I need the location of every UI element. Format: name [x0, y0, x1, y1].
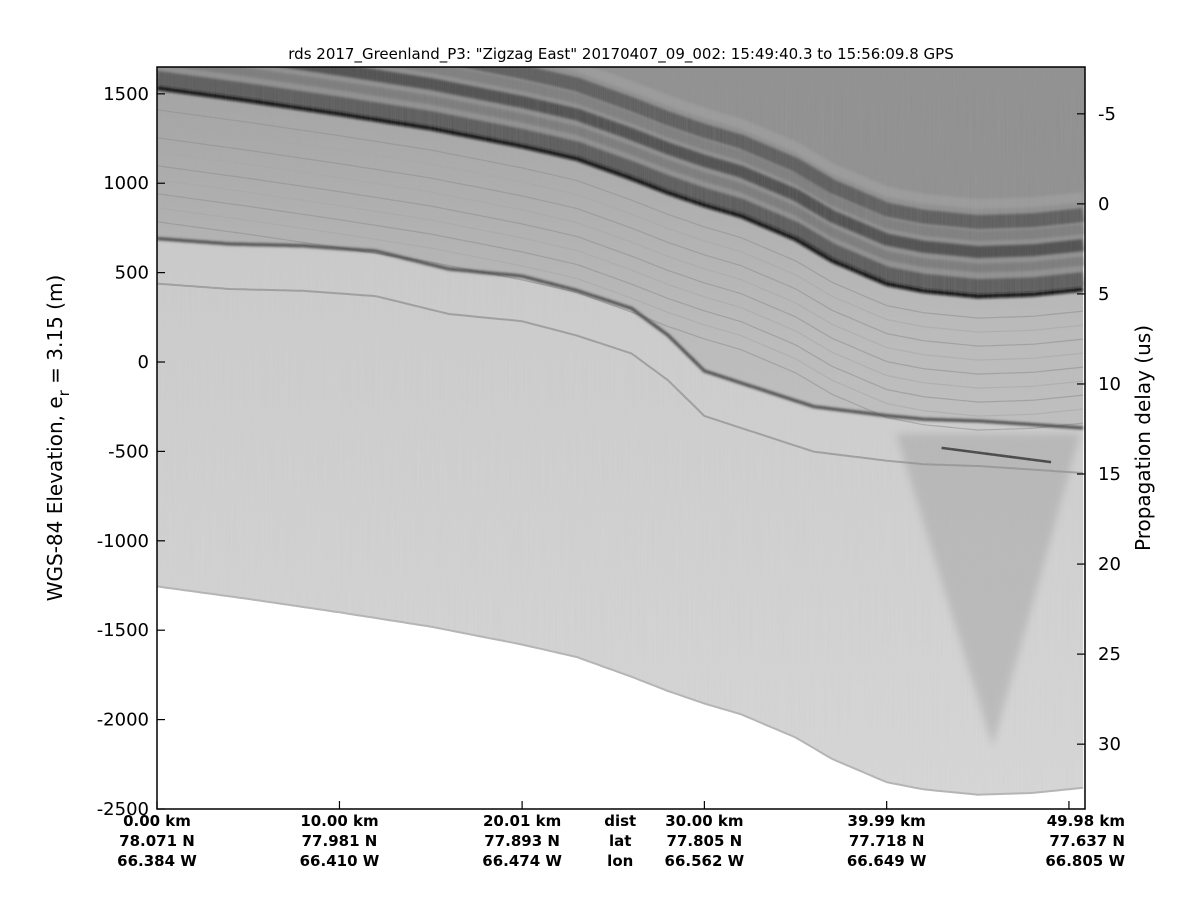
left-tick-label-0: 1500: [103, 84, 149, 105]
x-lat-label-2: 77.893 N: [484, 832, 560, 850]
plot-frame: [156, 66, 1086, 810]
data-end-edge: [157, 585, 1084, 796]
x-lon-label-1: 66.410 W: [300, 852, 380, 870]
x-row-label-lat: lat: [609, 832, 631, 850]
left-tick-label-2: 500: [115, 263, 149, 284]
left-tick-label-1: 1000: [103, 173, 149, 194]
x-lon-label-4: 66.649 W: [847, 852, 927, 870]
x-dist-label-5: 49.98 km: [1047, 812, 1125, 830]
x-row-label-dist: dist: [604, 812, 636, 830]
x-lat-label-1: 77.981 N: [302, 832, 378, 850]
left-axis-title-suffix: = 3.15 (m): [43, 275, 67, 390]
right-tick-label-7: 30: [1098, 734, 1121, 755]
x-lon-label-0: 66.384 W: [117, 852, 197, 870]
left-axis-title: WGS-84 Elevation, er = 3.15 (m): [43, 275, 73, 602]
left-tick-label-4: -500: [108, 441, 149, 462]
x-lat-label-3: 77.805 N: [667, 832, 743, 850]
right-axis-title: Propagation delay (us): [1131, 325, 1155, 551]
chart-title: rds 2017_Greenland_P3: "Zigzag East" 201…: [288, 45, 953, 64]
right-tick-label-4: 15: [1098, 464, 1121, 485]
x-lon-label-5: 66.805 W: [1045, 852, 1125, 870]
left-tick-label-3: 0: [138, 352, 149, 373]
right-tick-label-6: 25: [1098, 644, 1121, 665]
bottom-axis: 0.00 km 78.071 N 66.384 W 10.00 km 77.981 N 6…: [117, 801, 1125, 870]
right-tick-label-2: 5: [1098, 284, 1109, 305]
echogram-image: [157, 67, 1085, 809]
x-dist-label-2: 20.01 km: [483, 812, 561, 830]
right-tick-label-5: 20: [1098, 554, 1121, 575]
left-axis-title-main: WGS-84 Elevation, e: [43, 396, 67, 601]
x-dist-label-3: 30.00 km: [665, 812, 743, 830]
x-lon-label-3: 66.562 W: [665, 852, 745, 870]
x-row-label-lon: lon: [607, 852, 633, 870]
left-tick-label-7: -2000: [97, 710, 149, 731]
left-tick-label-6: -1500: [97, 620, 149, 641]
right-tick-label-0: -5: [1098, 104, 1116, 125]
left-tick-label-8: -2500: [97, 799, 149, 820]
x-dist-label-4: 39.99 km: [848, 812, 926, 830]
x-dist-label-0: 0.00 km: [123, 812, 191, 830]
no-data-region: [157, 586, 1085, 809]
right-axis: -5 0 5 10 15 20 25 30: [1077, 104, 1121, 755]
left-tick-label-5: -1000: [97, 531, 149, 552]
x-lat-label-5: 77.637 N: [1049, 832, 1125, 850]
left-axis: 1500 1000 500 0 -500 -1000 -1500 -2000 -2500: [97, 84, 165, 820]
x-lon-label-2: 66.474 W: [482, 852, 562, 870]
x-lat-label-0: 78.071 N: [119, 832, 195, 850]
left-axis-title-subscript: r: [55, 389, 73, 396]
right-tick-label-1: 0: [1098, 194, 1109, 215]
x-lat-label-4: 77.718 N: [849, 832, 925, 850]
x-dist-label-1: 10.00 km: [300, 812, 378, 830]
right-tick-label-3: 10: [1098, 374, 1121, 395]
